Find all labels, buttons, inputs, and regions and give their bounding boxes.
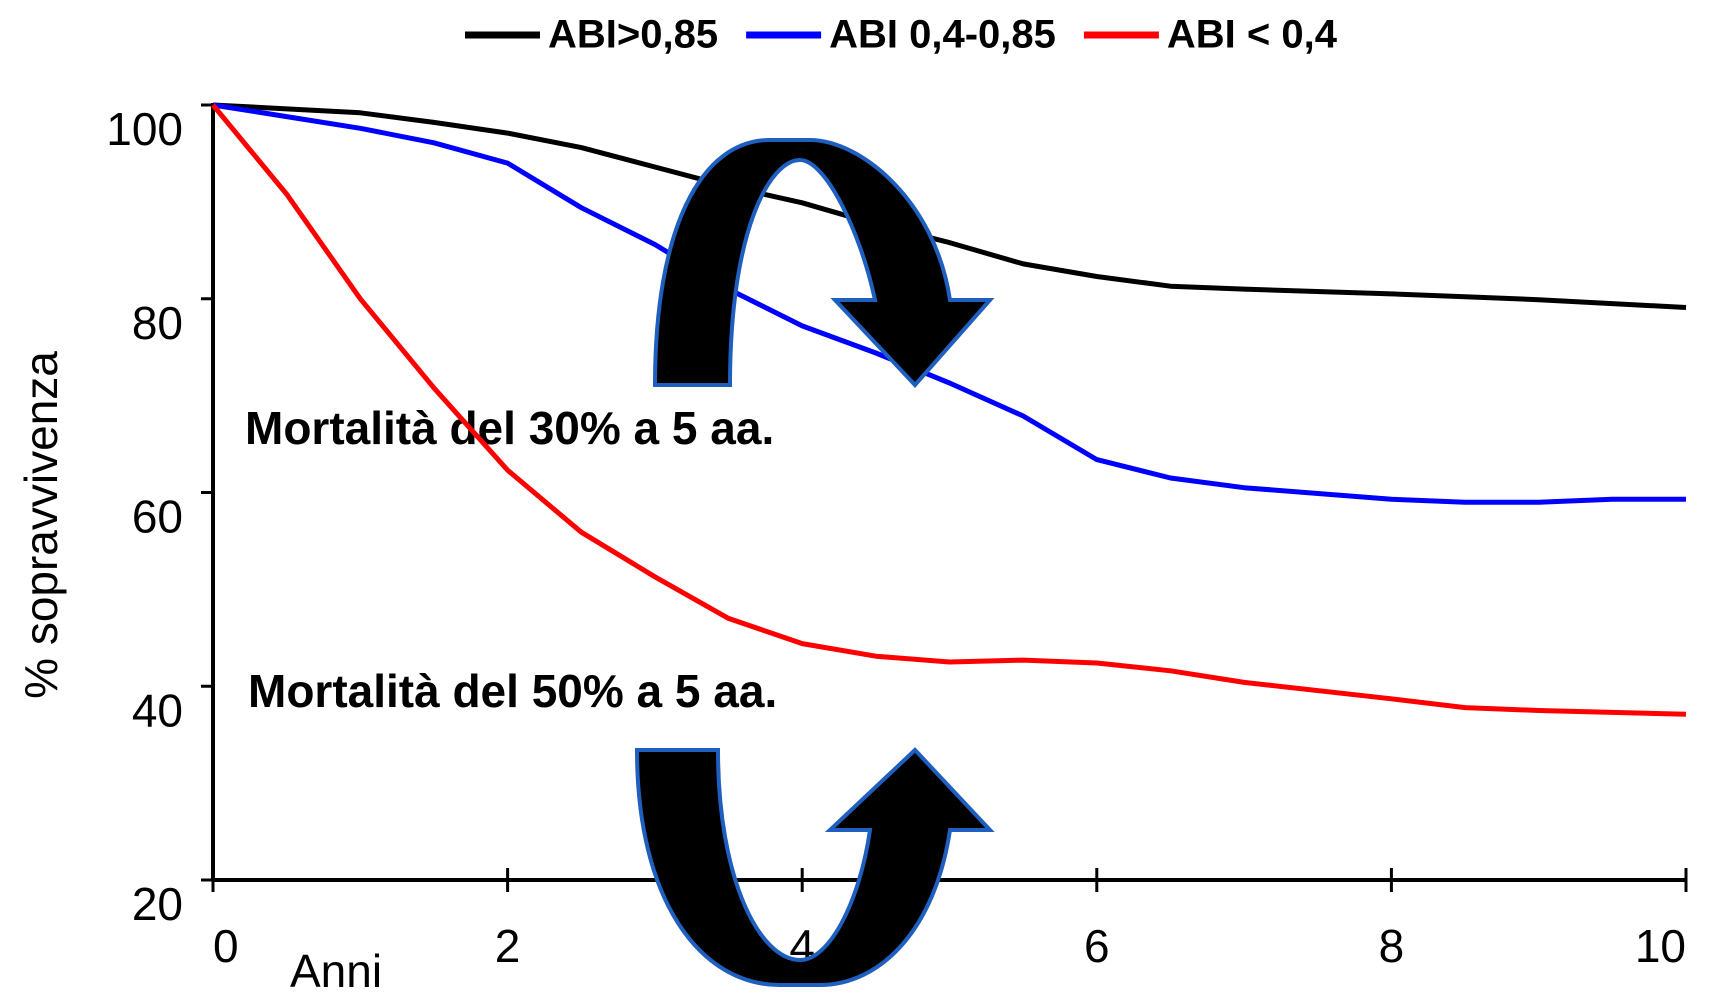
y-tick-label: 20 bbox=[132, 878, 183, 930]
annotation: Mortalità del 50% a 5 aa. bbox=[248, 665, 777, 717]
x-tick-label: 0 bbox=[213, 920, 239, 972]
y-tick-label: 100 bbox=[106, 103, 183, 155]
x-tick-label: 6 bbox=[1084, 920, 1110, 972]
x-tick-label: 10 bbox=[1635, 920, 1686, 972]
arrow bbox=[655, 140, 990, 385]
legend-label: ABI 0,4-0,85 bbox=[829, 13, 1056, 57]
y-tick-label: 40 bbox=[132, 684, 183, 736]
y-tick-label: 60 bbox=[132, 491, 183, 543]
annotation: Mortalità del 30% a 5 aa. bbox=[245, 402, 774, 454]
x-tick-label: 2 bbox=[495, 920, 521, 972]
x-axis-title: Anni bbox=[290, 945, 382, 997]
series-line bbox=[213, 105, 1686, 308]
y-axis-title: % sopravvivenza bbox=[15, 351, 67, 699]
legend-label: ABI>0,85 bbox=[548, 13, 718, 57]
legend: ABI>0,85 ABI 0,4-0,85 ABI < 0,4 bbox=[465, 13, 1338, 57]
legend-label: ABI < 0,4 bbox=[1167, 13, 1338, 57]
x-tick-label: 8 bbox=[1379, 920, 1405, 972]
y-tick-label: 80 bbox=[132, 297, 183, 349]
chart: Mortalità del 30% a 5 aa. Mortalità del … bbox=[0, 0, 1719, 999]
